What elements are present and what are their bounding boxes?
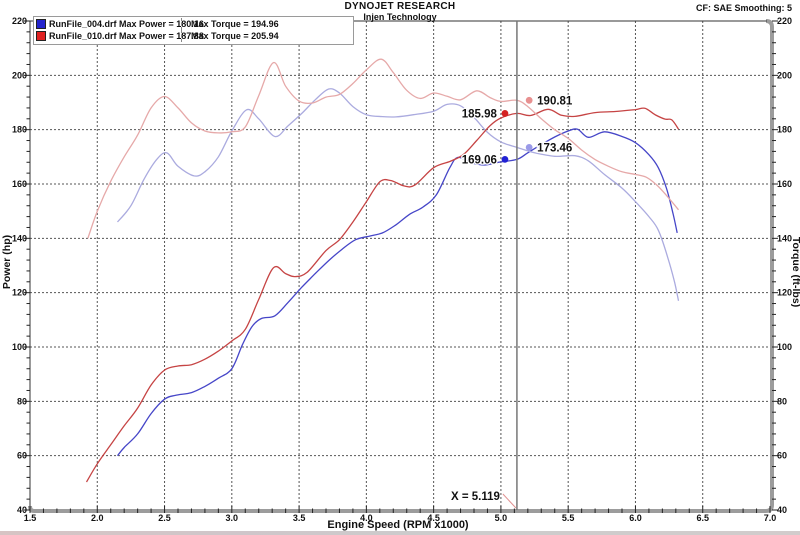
x-tick-label: 3.5 [293,513,306,523]
page-subtitle: Injen Technology [363,12,437,22]
y-tick-label-left: 160 [12,179,27,189]
y-tick-label-left: 40 [17,505,27,515]
y-tick-label-left: 220 [12,16,27,26]
y-tick-label-right: 120 [777,288,792,298]
marker-value-label: 173.46 [537,142,572,154]
x-tick-label: 1.5 [24,513,37,523]
axis-band [28,19,774,513]
y-tick-label-left: 100 [12,342,27,352]
y-tick-label-left: 180 [12,125,27,135]
legend-box: RunFile_004.drf Max Power = 180.16 Max T… [33,16,354,45]
y-tick-label-right: 80 [777,396,787,406]
marker-value-label: 190.81 [537,95,573,107]
y-axis-left-label: Power (hp) [1,235,13,289]
legend-swatch-red [36,31,46,41]
x-tick-label: 5.0 [495,513,508,523]
y-tick-label-left: 140 [12,233,27,243]
marker-dot [525,96,533,104]
legend-swatch-blue [36,19,46,29]
y-tick-label-right: 60 [777,451,787,461]
page-title: DYNOJET RESEARCH [344,1,456,12]
legend-row-runfile-010[interactable]: RunFile_010.drf Max Power = 187.88 Max T… [36,30,353,42]
x-tick-label: 2.5 [158,513,171,523]
y-tick-label-left: 120 [12,288,27,298]
marker-dot [501,155,509,163]
y-tick-label-right: 180 [777,125,792,135]
legend-torque-label: Max Torque = 194.96 [181,18,353,30]
curve-runfile-004-torque [116,88,680,301]
x-tick-label: 4.0 [360,513,373,523]
marker-dot [501,110,509,117]
y-axis-right-label: Torque (ft-lbs) [790,237,800,307]
marker-value-label: 185.98 [462,108,498,120]
marker-value-label: 169.06 [462,154,497,166]
y-tick-label-right: 140 [777,233,792,243]
x-tick-label: 3.0 [226,513,239,523]
legend-file-power-label: RunFile_004.drf Max Power = 180.16 [49,19,204,29]
y-tick-label-right: 160 [777,179,792,189]
x-tick-label: 2.0 [91,513,104,523]
marker-dot [525,144,533,151]
cursor-callout-line [502,493,517,509]
y-tick-label-left: 80 [17,396,27,406]
curve-runfile-004-power [116,128,678,457]
x-tick-label: 5.5 [562,513,575,523]
legend-row-runfile-004[interactable]: RunFile_004.drf Max Power = 180.16 Max T… [36,18,353,30]
plot-frame [29,20,767,509]
x-tick-label: 4.5 [427,513,440,523]
y-tick-label-right: 100 [777,342,792,352]
curve-runfile-010-torque [87,58,679,239]
legend-file-power-label: RunFile_010.drf Max Power = 187.88 [49,31,204,41]
x-tick-label: 7.0 [764,513,777,523]
y-tick-label-right: 40 [777,505,787,515]
x-tick-label: 6.5 [696,513,709,523]
y-tick-label-left: 200 [12,70,27,80]
cursor-value-label: X = 5.119 [451,491,500,503]
window-edge-strip [0,531,800,535]
y-tick-label-right: 200 [777,70,792,80]
legend-torque-label: Max Torque = 205.94 [181,30,353,42]
correction-smoothing-label: CF: SAE Smoothing: 5 [696,3,792,13]
y-tick-label-right: 220 [777,16,792,26]
y-tick-label-left: 60 [17,451,27,461]
x-tick-label: 6.0 [629,513,642,523]
x-axis-label: Engine Speed (RPM x1000) [327,519,469,531]
curve-runfile-010-power [85,107,680,483]
